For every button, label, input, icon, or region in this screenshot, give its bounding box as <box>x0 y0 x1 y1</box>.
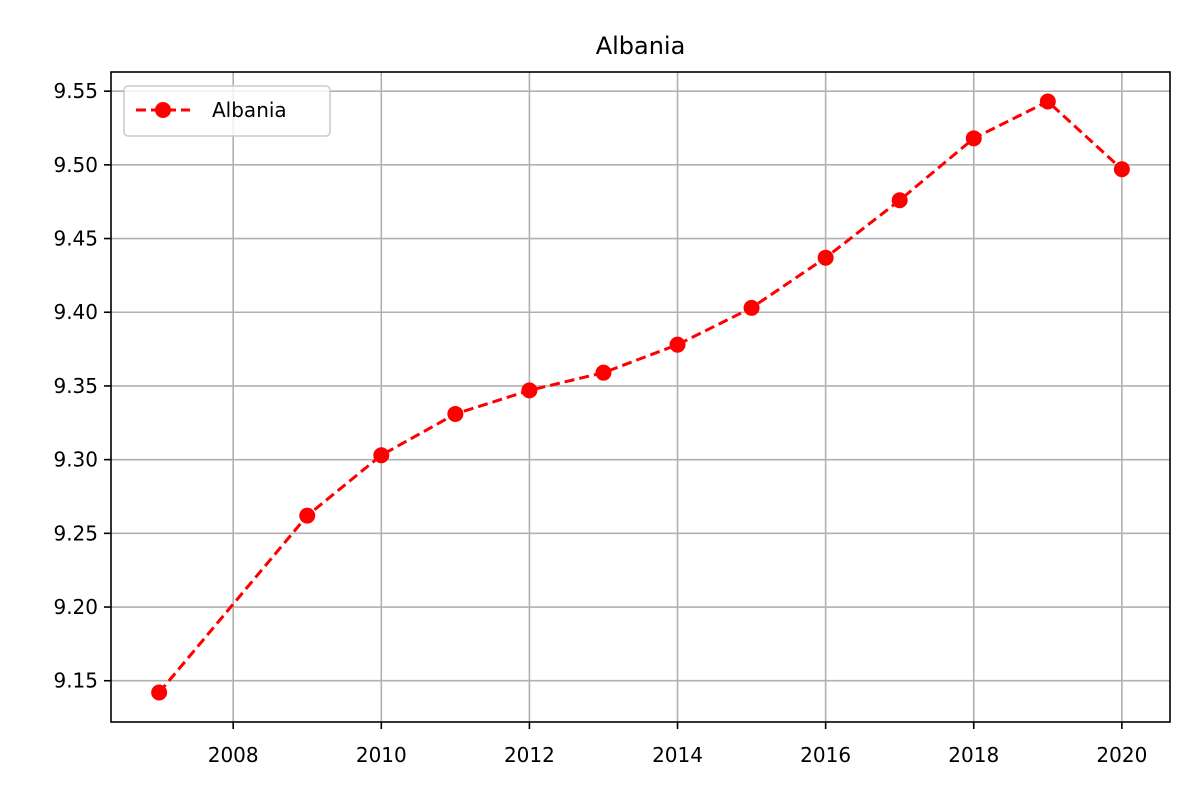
x-tick-label: 2018 <box>948 743 999 767</box>
y-tick-label: 9.50 <box>53 153 98 177</box>
data-point <box>743 299 760 316</box>
plot-area-frame <box>110 71 1171 723</box>
data-point <box>965 130 982 147</box>
x-axis: 2008 2010 2012 2014 2016 2018 2020 <box>208 722 1147 767</box>
data-point <box>299 507 316 524</box>
y-tick-label: 9.55 <box>53 79 98 103</box>
data-point <box>151 684 168 701</box>
y-tick-label: 9.20 <box>53 595 98 619</box>
data-point <box>817 249 834 266</box>
legend-box <box>123 85 331 137</box>
y-tick-label: 9.30 <box>53 448 98 472</box>
data-point <box>669 336 686 353</box>
data-point <box>1113 161 1130 178</box>
grid <box>111 72 1170 722</box>
x-tick-label: 2014 <box>652 743 703 767</box>
x-tick-label: 2008 <box>208 743 259 767</box>
y-tick-label: 9.15 <box>53 669 98 693</box>
data-point <box>521 382 538 399</box>
data-point <box>1039 93 1056 110</box>
data-point <box>447 405 464 422</box>
data-point <box>595 364 612 381</box>
data-point <box>891 192 908 209</box>
y-tick-label: 9.25 <box>53 521 98 545</box>
y-tick-label: 9.45 <box>53 227 98 251</box>
x-tick-label: 2010 <box>356 743 407 767</box>
legend-marker-swatch <box>155 102 171 118</box>
series-line <box>157 99 1123 694</box>
series-layer <box>151 93 1130 701</box>
y-tick-label: 9.35 <box>53 374 98 398</box>
x-tick-label: 2012 <box>504 743 555 767</box>
x-tick-label: 2016 <box>800 743 851 767</box>
chart-title: Albania <box>596 32 686 60</box>
data-point <box>373 447 390 464</box>
legend-label: Albania <box>212 98 287 122</box>
legend: Albania <box>123 85 331 137</box>
y-axis: 9.15 9.20 9.25 9.30 9.35 9.40 9.45 9.50 9.55 <box>53 79 111 693</box>
y-tick-label: 9.40 <box>53 300 98 324</box>
x-tick-label: 2020 <box>1096 743 1147 767</box>
